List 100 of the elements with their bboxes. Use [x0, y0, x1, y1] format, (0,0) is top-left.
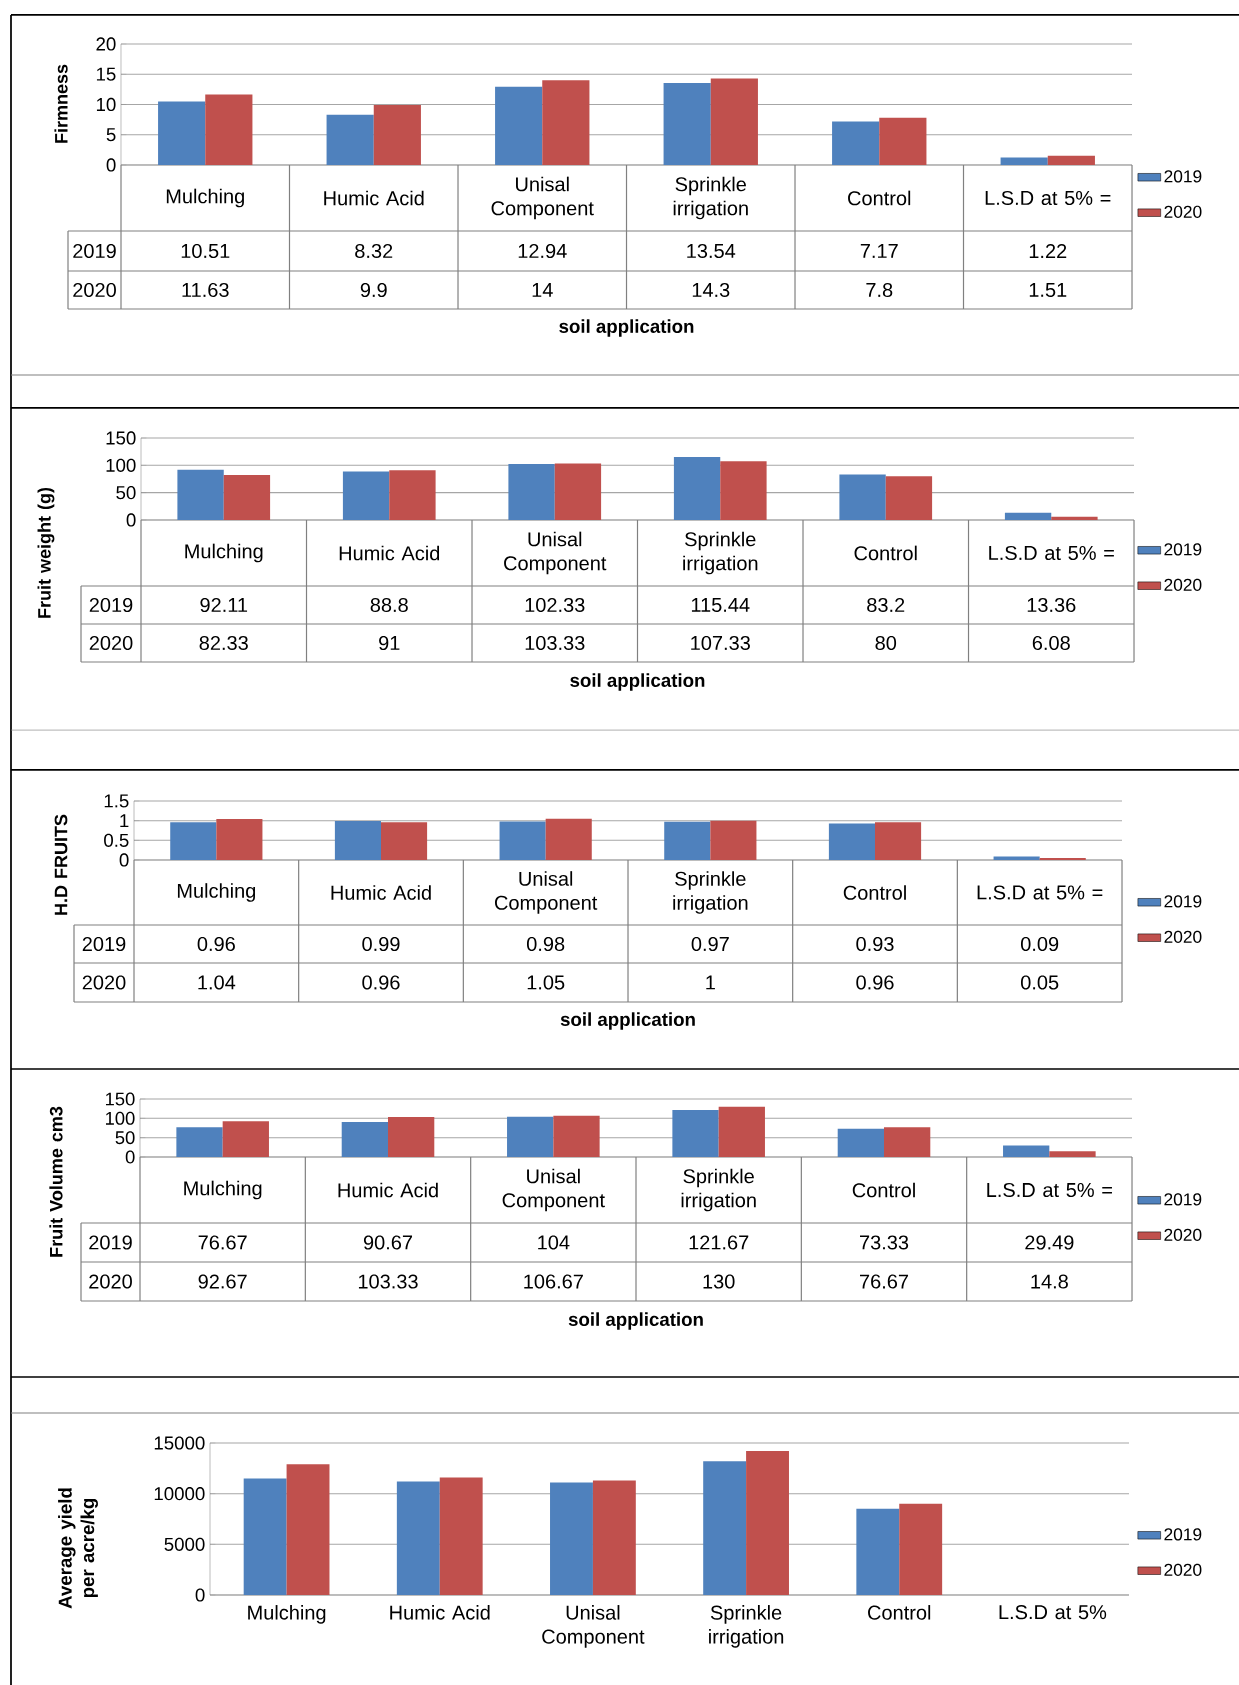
y-axis-title: Fruit Volume cm3	[49, 1106, 63, 1257]
bar	[839, 474, 886, 520]
bar	[177, 469, 224, 520]
x-tick-label: Sprinkle irrigation	[709, 1605, 784, 1648]
data-label: 76.67	[860, 1274, 909, 1289]
data-label: 14	[532, 283, 553, 297]
y-tick-label: 0.5	[104, 833, 129, 847]
bar	[856, 1508, 900, 1595]
x-tick-label: Sprinkle irrigation	[681, 1168, 756, 1212]
data-label: 121.67	[689, 1235, 749, 1250]
bar	[508, 464, 555, 520]
y-tick-label: 15000	[154, 1436, 205, 1450]
x-tick-label: Unisal Component	[542, 1605, 645, 1648]
y-axis-title: Average yield per acre/kg	[58, 1488, 98, 1609]
bar	[389, 470, 436, 520]
x-tick-label: L.S.D at 5% =	[977, 885, 1103, 900]
x-axis-title: soil application	[560, 1012, 695, 1030]
bar	[542, 80, 590, 165]
data-label: 9.9	[360, 282, 387, 298]
x-tick-label: Control	[854, 545, 917, 561]
x-tick-label: L.S.D at 5% =	[987, 1182, 1112, 1198]
data-label: 1.51	[1029, 283, 1067, 297]
bar	[205, 94, 253, 165]
x-tick-label: Control	[843, 885, 906, 900]
x-tick-label: Unisal Component	[502, 1168, 605, 1212]
x-tick-label: Mulching	[177, 883, 256, 902]
data-label: 91	[379, 635, 400, 651]
x-tick-label: Humic Acid	[331, 885, 431, 900]
legend-label: 2019	[1164, 895, 1202, 908]
bar	[837, 1128, 884, 1157]
data-label: 103.33	[525, 635, 585, 651]
y-tick-label: 100	[105, 1111, 135, 1125]
data-label: 0.96	[362, 975, 400, 990]
x-tick-label: L.S.D at 5% =	[985, 190, 1111, 206]
y-tick-label: 0	[126, 513, 136, 527]
x-tick-label: Humic Acid	[390, 1605, 490, 1620]
y-tick-label: 1	[120, 814, 129, 828]
x-axis-title: soil application	[559, 319, 694, 337]
bar	[718, 1106, 765, 1157]
data-label: 0.05	[1020, 975, 1059, 990]
bar	[550, 1482, 593, 1595]
bar	[885, 476, 933, 520]
bar	[373, 105, 421, 165]
bar	[176, 1127, 223, 1157]
y-tick-label: 150	[106, 431, 136, 445]
bar	[592, 1480, 636, 1595]
bar	[495, 86, 543, 165]
text: 2020	[73, 282, 116, 298]
bar	[746, 1451, 789, 1595]
data-label: 73.33	[860, 1235, 909, 1250]
data-label: 106.67	[524, 1274, 583, 1289]
data-label: 0.09	[1020, 936, 1059, 952]
data-label: 102.33	[525, 597, 585, 613]
bar	[1049, 1151, 1096, 1157]
data-label: 82.33	[199, 635, 248, 651]
y-axis-title: H.D FRUITS	[54, 814, 68, 915]
data-label: 80	[875, 635, 897, 651]
data-label: 14.8	[1031, 1274, 1068, 1289]
legend-label: 2019	[1164, 1528, 1202, 1541]
y-tick-label: 0	[195, 1588, 205, 1602]
legend-label: 2020	[1164, 205, 1202, 218]
bar	[396, 1481, 440, 1595]
data-label: 8.32	[355, 243, 393, 259]
bar	[720, 461, 767, 520]
bar	[710, 820, 757, 860]
y-tick-label: 10000	[154, 1487, 205, 1501]
x-tick-label: L.S.D at 5% =	[989, 545, 1114, 561]
x-tick-label: Sprinkle irrigation	[673, 176, 748, 220]
y-tick-label: 10	[96, 97, 116, 112]
data-label: 12.94	[518, 243, 567, 259]
bar	[170, 822, 217, 860]
y-axis-title: Firmness	[54, 64, 68, 143]
bar	[1000, 157, 1048, 165]
data-label: 1.22	[1029, 244, 1067, 258]
data-label: 83.2	[867, 597, 905, 613]
x-tick-label: Control	[868, 1605, 931, 1620]
data-label: 7.17	[860, 244, 898, 258]
y-tick-label: 100	[106, 458, 136, 472]
x-tick-label: Control	[848, 190, 911, 206]
y-tick-label: 1.5	[104, 794, 129, 808]
data-label: 6.08	[1032, 635, 1070, 651]
bar	[286, 1464, 330, 1595]
bar	[703, 1461, 747, 1595]
y-tick-label: 0	[119, 853, 129, 867]
bar	[545, 818, 592, 860]
data-label: 0.96	[856, 975, 894, 990]
data-label: 0.98	[526, 936, 565, 952]
data-label: 107.33	[691, 635, 750, 651]
legend-label: 2020	[1164, 1228, 1202, 1241]
data-label: 103.33	[358, 1274, 418, 1289]
y-tick-label: 50	[115, 1131, 135, 1145]
bar	[879, 117, 927, 165]
bar	[222, 1121, 269, 1157]
data-label: 0.96	[197, 936, 235, 952]
x-tick-label: Humic Acid	[339, 545, 440, 561]
bar	[899, 1503, 943, 1595]
bar	[341, 1121, 388, 1157]
bar	[663, 83, 711, 165]
x-tick-label: Mulching	[185, 543, 263, 563]
bar	[507, 1116, 554, 1157]
